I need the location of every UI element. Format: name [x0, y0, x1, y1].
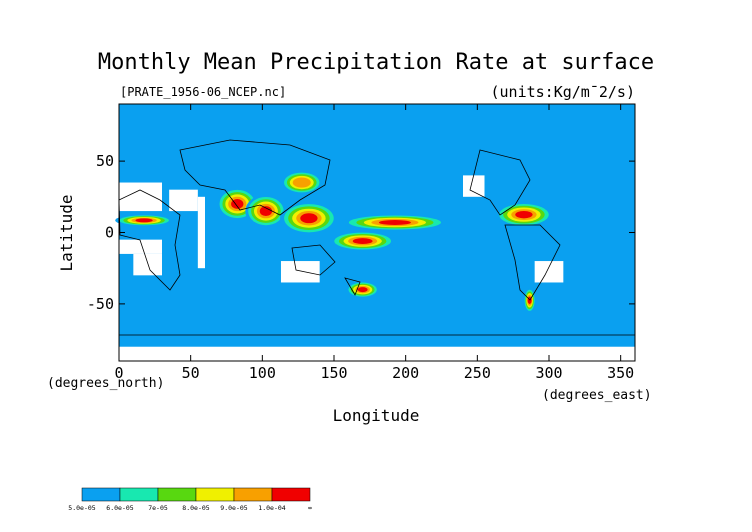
x-unit-label: (degrees_east) [542, 388, 652, 403]
missing-data-patch [197, 196, 205, 269]
precip-region-west-africa-itcz [135, 218, 153, 223]
precip-region-spcz [352, 238, 373, 245]
x-tick-label: 350 [607, 364, 634, 382]
x-tick-label: 300 [535, 364, 562, 382]
precip-region-bay-of-bengal-se-asia [259, 206, 273, 217]
y-axis-label: Latitude [57, 194, 76, 271]
coastline [179, 139, 331, 216]
precip-region-central-america [515, 210, 533, 219]
x-tick-label: 100 [249, 364, 276, 382]
colorbar-label: 9.0e-05 [220, 504, 247, 512]
precip-region-new-zealand [357, 287, 368, 293]
x-tick-label: 200 [392, 364, 419, 382]
coastline [469, 149, 531, 216]
x-tick-label: 50 [182, 364, 200, 382]
colorbar-swatch [271, 487, 311, 502]
missing-data-patch [133, 253, 162, 276]
colorbar-swatch [195, 487, 235, 502]
x-axis: 0 50 100 150 200 250 300 350 [114, 104, 634, 382]
y-tick-label: 50 [96, 152, 114, 170]
y-tick-label: -50 [87, 295, 114, 313]
units-label: (units:Kg/m¯2/s) [491, 83, 636, 101]
plot-area [115, 103, 636, 362]
precip-region-indian-monsoon [231, 199, 244, 209]
y-unit-label: (degrees_north) [47, 376, 164, 391]
colorbar-swatch [157, 487, 197, 502]
coastline [291, 244, 336, 276]
colorbar-label: 5.0e-05 [68, 504, 95, 512]
missing-data-patch [280, 261, 320, 283]
y-tick-label: 0 [105, 224, 114, 242]
coastline [118, 189, 181, 291]
x-axis-label: Longitude [333, 406, 420, 425]
precip-region-east-asia-meiyu [292, 177, 311, 188]
colorbar-swatch [81, 487, 121, 502]
chart-title: Monthly Mean Precipitation Rate at surfa… [98, 50, 654, 75]
colorbar-label: 1.0e-04 [258, 504, 285, 512]
colorbar-label: 8.0e-05 [182, 504, 209, 512]
colorbar: 5.0e-05 6.0e-05 7e-05 8.0e-05 9.0e-05 1.0e-04… [68, 487, 312, 512]
colorbar-swatch [233, 487, 273, 502]
missing-data-patch [119, 346, 635, 361]
x-tick-label: 150 [320, 364, 347, 382]
missing-data-patch [169, 189, 198, 212]
x-tick-label: 250 [464, 364, 491, 382]
y-axis: -50 0 50 [87, 152, 635, 313]
precip-region-western-pacific-warm-pool [300, 213, 318, 224]
colorbar-swatch [119, 487, 159, 502]
missing-data-patch [463, 175, 485, 197]
missing-data-patch [119, 239, 162, 254]
precip-region-itcz-central-pacific [378, 220, 411, 225]
x-tick-label: 0 [114, 364, 123, 382]
colorbar-label: ∞ [308, 504, 312, 512]
colorbar-label: 6.0e-05 [106, 504, 133, 512]
missing-data-patch [534, 261, 564, 283]
colorbar-label: 7e-05 [148, 504, 168, 512]
coastline [504, 224, 561, 301]
file-label: [PRATE_1956-06_NCEP.nc] [120, 85, 286, 99]
coastline [344, 277, 361, 296]
